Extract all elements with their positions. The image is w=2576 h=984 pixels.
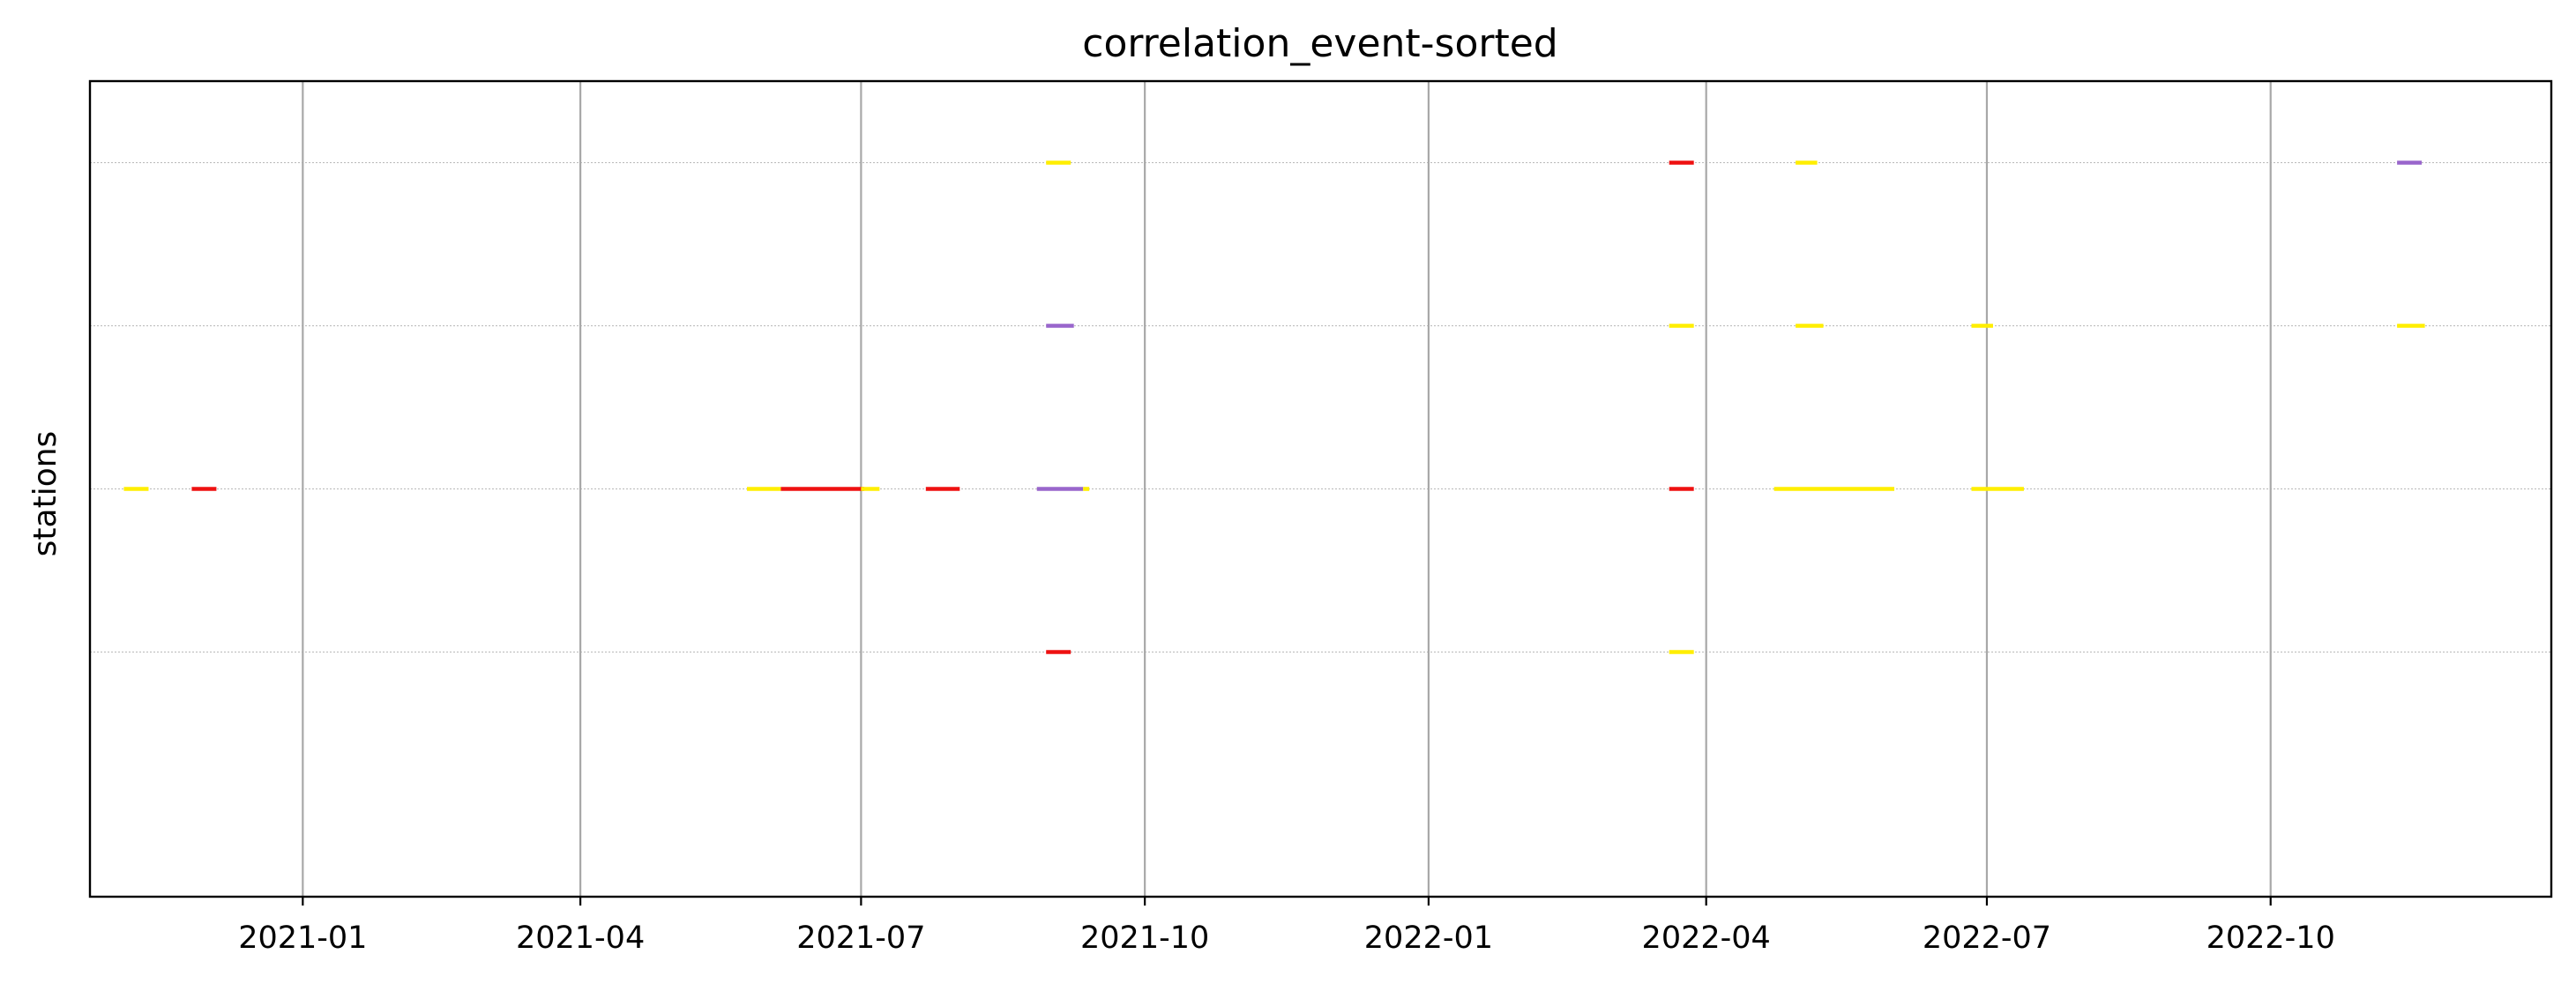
event-segments — [123, 160, 2425, 654]
x-tick-label: 2022-01 — [1364, 921, 1493, 956]
grid — [90, 81, 2551, 897]
x-tick-label: 2021-10 — [1080, 921, 1209, 956]
x-tick-label: 2022-04 — [1642, 921, 1771, 956]
x-tick-label: 2021-04 — [516, 921, 645, 956]
x-tick-label: 2022-07 — [1923, 921, 2051, 956]
x-tick-label: 2022-10 — [2206, 921, 2335, 956]
y-axis-label: stations — [27, 431, 63, 557]
chart-title: correlation_event-sorted — [1082, 21, 1557, 66]
x-axis-ticks: 2021-01 2021-04 2021-07 2021-10 2022-01 2022-… — [238, 897, 2335, 956]
plot-frame — [88, 79, 2553, 898]
x-tick-label: 2021-07 — [796, 921, 925, 956]
x-tick-label: 2021-01 — [238, 921, 367, 956]
